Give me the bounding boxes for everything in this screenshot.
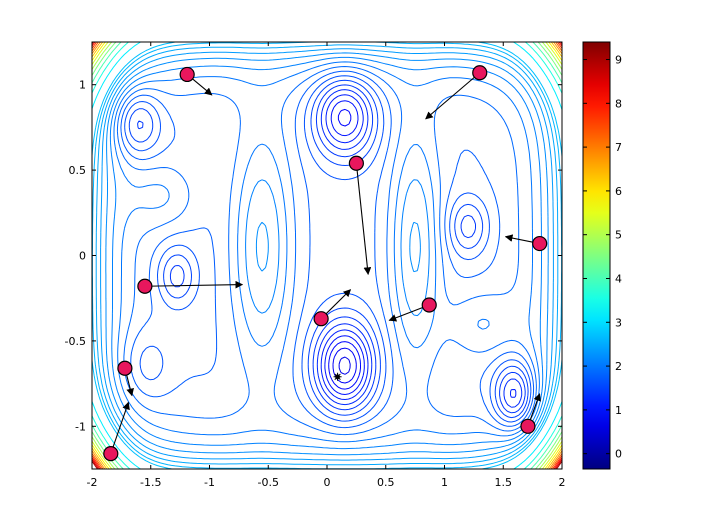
y-axis-ticks: 1 0.5 0 -0.5 -1 xyxy=(65,79,562,433)
contour-level-13 xyxy=(109,56,544,450)
x-tick-label-6: 1 xyxy=(441,476,448,489)
y-tick-label-3: -0.5 xyxy=(65,335,86,348)
colorbar-tick-label-6: 3 xyxy=(615,316,622,329)
arrow-2 xyxy=(355,163,372,276)
contour-level-3 xyxy=(328,108,361,390)
arrow-1 xyxy=(425,72,481,120)
x-tick-label-2: -1 xyxy=(204,476,215,489)
arrow-4 xyxy=(144,280,244,289)
point-marker-8 xyxy=(103,446,119,462)
point-marker-5 xyxy=(421,297,437,313)
point-marker-2 xyxy=(348,155,364,171)
point-marker-1 xyxy=(472,65,488,81)
point-marker-9 xyxy=(520,418,536,434)
contour-lines xyxy=(92,42,562,469)
contour-level-14 xyxy=(105,52,549,456)
colorbar-tick-label-8: 1 xyxy=(615,404,622,417)
contour-level-9 xyxy=(124,75,532,423)
point-marker-0 xyxy=(179,66,195,83)
contour-level-31 xyxy=(92,42,562,469)
colorbar-tick-label-4: 5 xyxy=(615,229,622,242)
y-tick-label-0: 1 xyxy=(79,79,86,92)
contour-level-32 xyxy=(92,461,562,469)
colorbar-frame xyxy=(582,41,611,470)
colorbar-tick-label-1: 8 xyxy=(615,97,622,110)
x-tick-label-8: 2 xyxy=(559,476,566,489)
x-tick-label-7: 1.5 xyxy=(495,476,513,489)
x-tick-label-4: 0 xyxy=(324,476,331,489)
contour-level-19 xyxy=(92,42,562,469)
point-marker-7 xyxy=(117,360,133,376)
x-tick-label-3: -0.5 xyxy=(258,476,279,489)
colorbar xyxy=(583,42,610,469)
y-tick-label-1: 0.5 xyxy=(69,164,87,177)
contour-level-22 xyxy=(92,42,562,469)
y-tick-label-4: -1 xyxy=(75,420,86,433)
optimum-marker xyxy=(333,372,342,381)
y-tick-label-2: 0 xyxy=(79,250,86,263)
colorbar-tick-label-2: 7 xyxy=(615,141,622,154)
x-tick-label-1: -1.5 xyxy=(140,476,161,489)
colorbar-tick-label-7: 2 xyxy=(615,360,622,373)
contour-level-1 xyxy=(338,356,351,375)
point-marker-4 xyxy=(137,278,153,294)
contour-level-5 xyxy=(320,94,517,400)
optimum-ray-3 xyxy=(334,373,341,380)
point-marker-3 xyxy=(532,235,548,252)
colorbar-tick-label-9: 0 xyxy=(615,448,622,461)
contour-level-12 xyxy=(113,61,540,443)
contour-level-27 xyxy=(92,42,562,469)
x-tick-label-0: -2 xyxy=(87,476,98,489)
point-markers xyxy=(103,65,548,462)
contour-level-8 xyxy=(128,79,529,419)
contour-level-7 xyxy=(137,84,526,414)
x-axis-ticks: -2 -1.5 -1 -0.5 0 0.5 1 1.5 2 xyxy=(87,42,566,489)
contour-level-11 xyxy=(116,66,537,436)
colorbar-tick-label-5: 4 xyxy=(615,272,622,285)
contour-level-29 xyxy=(92,42,562,469)
colorbar-tick-label-3: 6 xyxy=(615,185,622,198)
colorbar-ticks: 9 8 7 6 5 4 3 2 1 0 xyxy=(583,54,622,461)
contour-level-26 xyxy=(92,42,562,469)
colorbar-tick-label-0: 9 xyxy=(615,54,622,67)
contour-level-6 xyxy=(316,89,523,408)
contour-level-16 xyxy=(95,44,559,466)
point-marker-6 xyxy=(313,311,329,327)
contour-level-15 xyxy=(100,48,554,461)
x-tick-label-5: 0.5 xyxy=(377,476,395,489)
contour-level-4 xyxy=(324,100,365,395)
arrow-8 xyxy=(110,401,130,454)
